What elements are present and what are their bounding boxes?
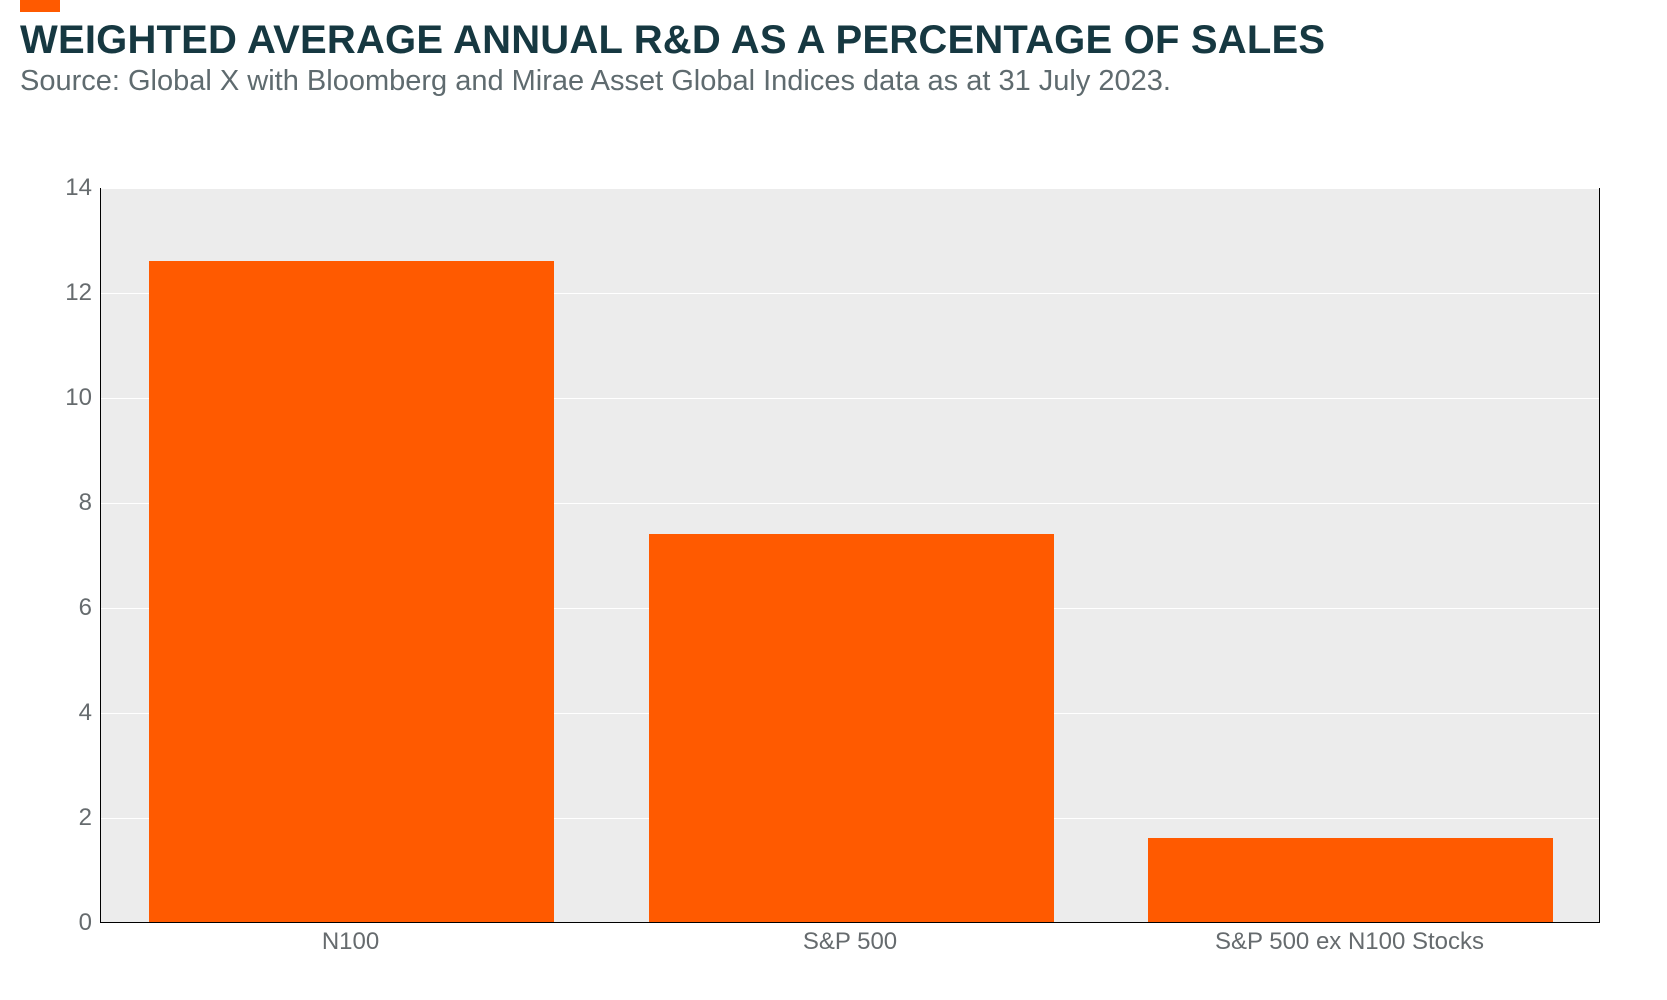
ytick-label: 0 [79, 909, 92, 937]
ytick-label: 8 [79, 489, 92, 517]
bars-layer [101, 188, 1599, 922]
plot-area [100, 188, 1600, 923]
xtick-label: N100 [322, 928, 379, 956]
ytick-label: 4 [79, 699, 92, 727]
ytick-label: 14 [65, 174, 92, 202]
bar [1148, 838, 1553, 922]
bar-chart: 02468101214N100S&P 500S&P 500 ex N100 St… [40, 188, 1600, 968]
xtick-label: S&P 500 [803, 928, 897, 956]
header: WEIGHTED AVERAGE ANNUAL R&D AS A PERCENT… [20, 0, 1647, 98]
ytick-label: 6 [79, 594, 92, 622]
chart-title: WEIGHTED AVERAGE ANNUAL R&D AS A PERCENT… [20, 18, 1647, 63]
ytick-label: 10 [65, 384, 92, 412]
bar [649, 534, 1054, 923]
accent-block [20, 0, 60, 12]
ytick-label: 12 [65, 279, 92, 307]
ytick-label: 2 [79, 804, 92, 832]
chart-subtitle: Source: Global X with Bloomberg and Mira… [20, 65, 1647, 98]
bar [149, 261, 554, 923]
xtick-label: S&P 500 ex N100 Stocks [1215, 928, 1484, 956]
